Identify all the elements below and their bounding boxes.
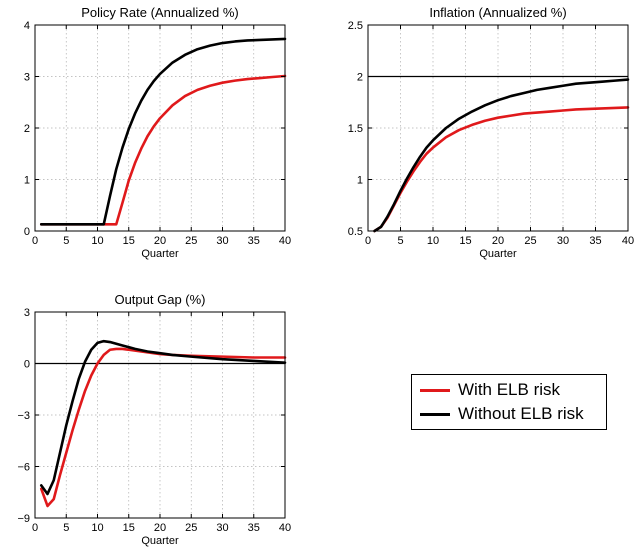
series-line-with-elb-risk: [39, 74, 287, 226]
y-tick-label: −6: [17, 462, 30, 474]
legend-swatch-with-elb-risk: [420, 388, 450, 392]
legend-swatch-without-elb-risk: [420, 412, 450, 416]
legend-label-without-elb-risk: Without ELB risk: [458, 404, 584, 423]
x-tick-label: 20: [492, 235, 504, 247]
y-tick-label: −3: [17, 410, 30, 422]
x-axis-label: Quarter: [141, 248, 179, 260]
series-line-without-elb-risk: [39, 339, 287, 496]
x-tick-label: 0: [365, 235, 371, 247]
x-tick-label: 25: [185, 235, 197, 247]
x-tick-label: 25: [185, 522, 197, 534]
x-tick-label: 40: [279, 522, 291, 534]
chart-policy-rate-annualized: 0 5 10 15 20 25 30 35 40 0 1 2 3 4 Policy Rate (Annual…: [24, 5, 291, 260]
legend-item-with-elb-risk: With ELB risk: [420, 379, 560, 401]
chart-title: Inflation (Annualized %): [429, 5, 566, 20]
y-tick-label: 0: [24, 359, 30, 371]
x-tick-label: 30: [557, 235, 569, 247]
x-tick-label: 20: [154, 522, 166, 534]
series-line-without-elb-risk: [373, 78, 630, 233]
x-tick-label: 15: [123, 522, 135, 534]
x-axis-label: Quarter: [479, 248, 517, 260]
y-tick-label: 1.5: [348, 123, 363, 135]
chart-title: Policy Rate (Annualized %): [81, 5, 239, 20]
x-tick-label: 35: [248, 235, 260, 247]
legend-item-without-elb-risk: Without ELB risk: [420, 403, 584, 425]
series-line-with-elb-risk: [39, 347, 287, 508]
y-tick-label: 0: [24, 226, 30, 238]
y-tick-label: −9: [17, 513, 30, 525]
series-line-without-elb-risk: [39, 37, 287, 226]
legend: With ELB risk Without ELB risk: [411, 374, 607, 430]
x-tick-label: 5: [397, 235, 403, 247]
x-tick-label: 40: [279, 235, 291, 247]
x-tick-label: 40: [622, 235, 634, 247]
x-tick-label: 5: [63, 235, 69, 247]
x-tick-label: 25: [524, 235, 536, 247]
x-axis-label: Quarter: [141, 535, 179, 547]
y-tick-label: 2: [357, 72, 363, 84]
x-tick-label: 0: [32, 235, 38, 247]
x-tick-label: 0: [32, 522, 38, 534]
y-tick-label: 2.5: [348, 20, 363, 32]
y-tick-label: 3: [24, 307, 30, 319]
x-tick-label: 15: [459, 235, 471, 247]
chart-output-gap: 0 5 10 15 20 25 30 35 40 −9 −6 −3 0 3 Output Gap (%) Qu…: [17, 292, 291, 547]
y-tick-label: 3: [24, 72, 30, 84]
x-tick-label: 5: [63, 522, 69, 534]
x-tick-label: 35: [248, 522, 260, 534]
y-tick-label: 0.5: [348, 226, 363, 238]
x-tick-label: 10: [91, 235, 103, 247]
x-tick-label: 30: [216, 235, 228, 247]
x-tick-label: 15: [123, 235, 135, 247]
x-tick-label: 10: [91, 522, 103, 534]
y-tick-label: 4: [24, 20, 30, 32]
chart-inflation-annualized: 0 5 10 15 20 25 30 35 40 0.5 1 1.5 2 2.5 Inflation (An…: [348, 5, 634, 260]
y-tick-label: 1: [24, 175, 30, 187]
x-tick-label: 35: [589, 235, 601, 247]
legend-label-with-elb-risk: With ELB risk: [458, 380, 561, 399]
x-tick-label: 10: [427, 235, 439, 247]
y-tick-label: 2: [24, 123, 30, 135]
chart-title: Output Gap (%): [114, 292, 205, 307]
y-tick-label: 1: [357, 175, 363, 187]
x-tick-label: 30: [216, 522, 228, 534]
x-tick-label: 20: [154, 235, 166, 247]
